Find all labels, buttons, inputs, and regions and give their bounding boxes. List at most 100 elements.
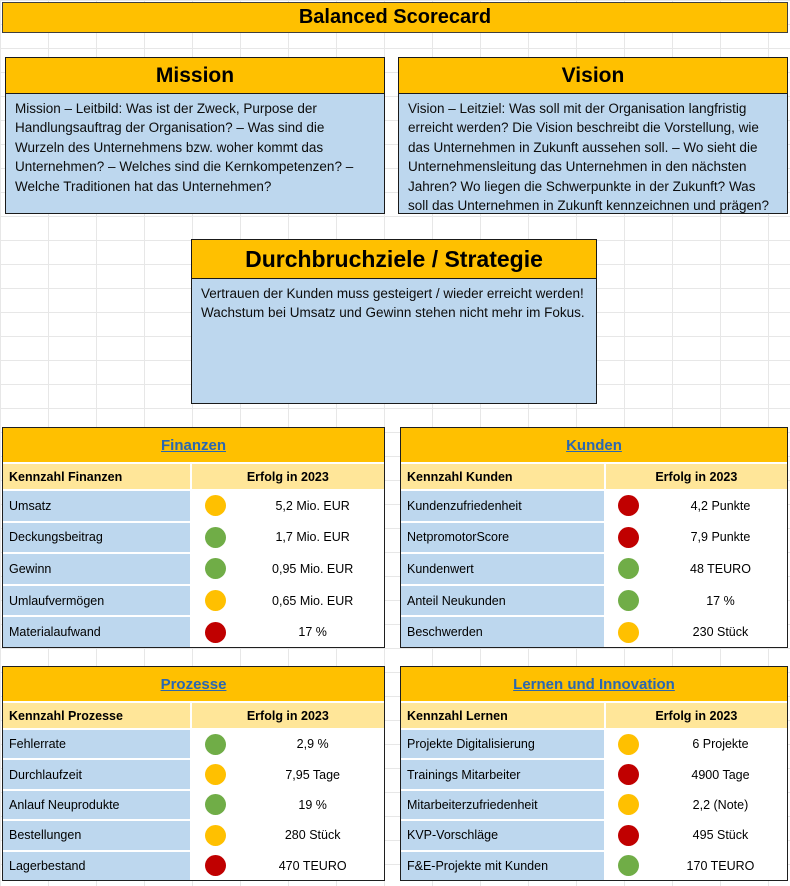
status-cell: [191, 730, 240, 759]
status-cell: [191, 554, 240, 584]
traffic-light-icon: [205, 590, 226, 612]
kpi-value: 7,9 Punkte: [653, 522, 787, 553]
kpi-value: 6 Projekte: [653, 730, 787, 759]
kpi-value: 2,2 (Note): [653, 790, 787, 820]
status-cell: [191, 617, 240, 647]
kpi-label: Trainings Mitarbeiter: [401, 760, 604, 789]
scorecard-title-bar: Kunden: [401, 428, 787, 462]
kpi-label: Gewinn: [3, 554, 190, 584]
kpi-label: Materialaufwand: [3, 617, 190, 647]
kpi-label: Kundenwert: [401, 554, 604, 584]
scorecard-title-bar: Lernen und Innovation: [401, 667, 787, 701]
column-header-kennzahl: Kennzahl Lernen: [401, 703, 604, 728]
kpi-value: 7,95 Tage: [241, 760, 384, 789]
traffic-light-icon: [618, 590, 640, 612]
kpi-label: Anteil Neukunden: [401, 585, 604, 616]
strategy-header: Durchbruchziele / Strategie: [192, 240, 596, 279]
column-header-erfolg: Erfolg in 2023: [605, 703, 787, 728]
kpi-label: Beschwerden: [401, 617, 604, 647]
traffic-light-icon: [205, 495, 226, 517]
traffic-light-icon: [205, 794, 226, 816]
vision-panel: Vision Vision – Leitziel: Was soll mit d…: [398, 57, 788, 214]
scorecard-prozesse: Prozesse Kennzahl Prozesse Erfolg in 202…: [2, 666, 385, 881]
status-cell: [191, 760, 240, 789]
traffic-light-icon: [618, 733, 640, 755]
column-header-kennzahl: Kennzahl Kunden: [401, 464, 604, 489]
status-cell: [605, 522, 652, 553]
status-cell: [191, 790, 240, 820]
scorecard-title-bar: Finanzen: [3, 428, 384, 462]
traffic-light-icon: [205, 733, 226, 755]
kpi-label: Fehlerrate: [3, 730, 190, 759]
kpi-value: 48 TEURO: [653, 554, 787, 584]
status-cell: [191, 491, 240, 521]
kpi-value: 19 %: [241, 790, 384, 820]
status-cell: [605, 790, 652, 820]
traffic-light-icon: [618, 526, 640, 548]
mission-text: Mission – Leitbild: Was ist der Zweck, P…: [15, 101, 354, 194]
kpi-value: 17 %: [241, 617, 384, 647]
kpi-label: Kundenzufriedenheit: [401, 491, 604, 521]
traffic-light-icon: [618, 764, 640, 786]
lernen-link[interactable]: Lernen und Innovation: [513, 675, 675, 693]
kpi-label: Mitarbeiterzufriedenheit: [401, 790, 604, 820]
traffic-light-icon: [205, 824, 226, 846]
kpi-value: 470 TEURO: [241, 851, 384, 880]
kpi-label: Durchlaufzeit: [3, 760, 190, 789]
kpi-value: 0,65 Mio. EUR: [241, 585, 384, 616]
kpi-value: 5,2 Mio. EUR: [241, 491, 384, 521]
vision-header: Vision: [399, 58, 787, 94]
status-cell: [191, 851, 240, 880]
traffic-light-icon: [205, 855, 226, 877]
kpi-label: Deckungsbeitrag: [3, 522, 190, 553]
kpi-value: 2,9 %: [241, 730, 384, 759]
scorecard-kunden: Kunden Kennzahl Kunden Erfolg in 2023 Ku…: [400, 427, 788, 648]
traffic-light-icon: [618, 824, 640, 846]
column-header-kennzahl: Kennzahl Finanzen: [3, 464, 190, 489]
kunden-link[interactable]: Kunden: [566, 436, 622, 454]
kpi-value: 0,95 Mio. EUR: [241, 554, 384, 584]
kpi-label: Bestellungen: [3, 821, 190, 850]
traffic-light-icon: [618, 794, 640, 816]
status-cell: [605, 554, 652, 584]
scorecard-title-bar: Prozesse: [3, 667, 384, 701]
kpi-value: 230 Stück: [653, 617, 787, 647]
kpi-value: 170 TEURO: [653, 851, 787, 880]
traffic-light-icon: [618, 621, 640, 643]
kpi-label: F&E-Projekte mit Kunden: [401, 851, 604, 880]
status-cell: [605, 760, 652, 789]
column-header-kennzahl: Kennzahl Prozesse: [3, 703, 190, 728]
kpi-label: Anlauf Neuprodukte: [3, 790, 190, 820]
kpi-value: 17 %: [653, 585, 787, 616]
finanzen-link[interactable]: Finanzen: [160, 436, 226, 454]
scorecard-finanzen: Finanzen Kennzahl Finanzen Erfolg in 202…: [2, 427, 385, 648]
kpi-label: Lagerbestand: [3, 851, 190, 880]
status-cell: [605, 617, 652, 647]
prozesse-link[interactable]: Prozesse: [160, 675, 227, 693]
vision-text: Vision – Leitziel: Was soll mit der Orga…: [408, 101, 769, 214]
status-cell: [605, 491, 652, 521]
status-cell: [605, 821, 652, 850]
kpi-label: Umsatz: [3, 491, 190, 521]
kpi-value: 495 Stück: [653, 821, 787, 850]
page-title: Balanced Scorecard: [2, 2, 788, 33]
status-cell: [191, 585, 240, 616]
column-header-erfolg: Erfolg in 2023: [191, 464, 384, 489]
traffic-light-icon: [618, 855, 640, 877]
kpi-label: Umlaufvermögen: [3, 585, 190, 616]
kpi-label: NetpromotorScore: [401, 522, 604, 553]
traffic-light-icon: [618, 558, 640, 580]
status-cell: [605, 585, 652, 616]
kpi-label: KVP-Vorschläge: [401, 821, 604, 850]
status-cell: [605, 730, 652, 759]
status-cell: [191, 522, 240, 553]
kpi-label: Projekte Digitalisierung: [401, 730, 604, 759]
traffic-light-icon: [205, 621, 226, 643]
scorecard-lernen: Lernen und Innovation Kennzahl Lernen Er…: [400, 666, 788, 881]
mission-header: Mission: [6, 58, 384, 94]
kpi-value: 4900 Tage: [653, 760, 787, 789]
kpi-value: 280 Stück: [241, 821, 384, 850]
mission-panel: Mission Mission – Leitbild: Was ist der …: [5, 57, 385, 214]
status-cell: [605, 851, 652, 880]
